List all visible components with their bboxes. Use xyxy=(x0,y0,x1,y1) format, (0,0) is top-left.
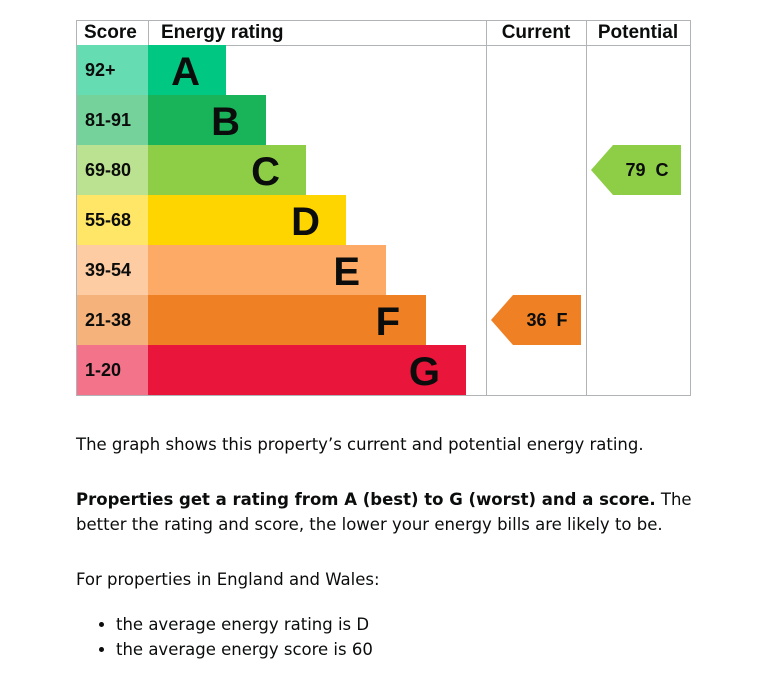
potential-rating-label: 79 C xyxy=(625,160,669,180)
band-letter-c: C xyxy=(251,150,280,194)
rating-explanation-rest: The better the rating and score, the low… xyxy=(76,490,692,534)
band-bar-b: B xyxy=(148,95,266,145)
band-letter-g: G xyxy=(408,350,440,394)
potential-arrow-shape xyxy=(591,145,681,195)
band-bar-g: G xyxy=(148,345,466,395)
score-range-c: 69-80 xyxy=(77,145,148,195)
score-header: Score xyxy=(84,22,137,43)
average-list: the average energy rating is D the avera… xyxy=(76,612,373,662)
score-range-g: 1-20 xyxy=(77,345,148,395)
band-letter-a: A xyxy=(171,50,200,94)
list-item: the average energy rating is D xyxy=(116,612,373,637)
average-intro: For properties in England and Wales: xyxy=(76,570,380,589)
chart-top-border xyxy=(76,20,691,21)
score-range-e: 39-54 xyxy=(77,245,148,295)
list-item: the average energy score is 60 xyxy=(116,637,373,662)
current-rating-arrow: 36 F xyxy=(491,295,581,345)
chart-right-border xyxy=(690,20,691,396)
potential-header: Potential xyxy=(597,22,679,43)
band-bar-d: D xyxy=(148,195,346,245)
score-range-d: 55-68 xyxy=(77,195,148,245)
rating-current-divider xyxy=(486,20,487,396)
potential-rating-arrow: 79 C xyxy=(591,145,681,195)
current-rating-label: 36 F xyxy=(526,310,568,330)
current-arrow-shape xyxy=(491,295,581,345)
score-range-f: 21-38 xyxy=(77,295,148,345)
current-potential-divider xyxy=(586,20,587,396)
band-letter-d: D xyxy=(291,200,320,244)
score-range-b: 81-91 xyxy=(77,95,148,145)
current-header: Current xyxy=(501,22,571,43)
energy-rating-chart: Score Energy rating Current Potential 92… xyxy=(76,20,691,396)
band-letter-f: F xyxy=(375,300,400,344)
band-bar-e: E xyxy=(148,245,386,295)
band-bar-a: A xyxy=(148,45,226,95)
rating-explanation-bold: Properties get a rating from A (best) to… xyxy=(76,490,656,509)
graph-explanation: The graph shows this property’s current … xyxy=(76,435,644,454)
chart-bottom-border xyxy=(76,395,691,396)
energy-rating-header: Energy rating xyxy=(161,22,284,43)
score-rating-divider xyxy=(148,20,149,46)
chart-left-border xyxy=(76,20,77,396)
rating-explanation: Properties get a rating from A (best) to… xyxy=(76,487,696,537)
band-letter-b: B xyxy=(211,100,240,144)
band-bar-c: C xyxy=(148,145,306,195)
band-letter-e: E xyxy=(333,250,360,294)
score-range-a: 92+ xyxy=(77,45,148,95)
band-bar-f: F xyxy=(148,295,426,345)
header-divider xyxy=(76,45,691,46)
